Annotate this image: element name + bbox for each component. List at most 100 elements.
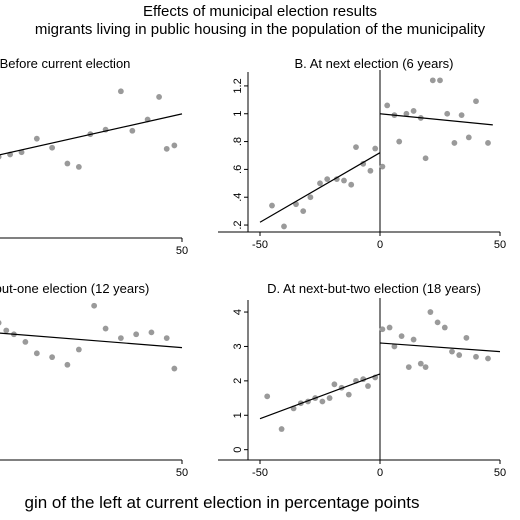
panel-4-point [422, 364, 429, 370]
panel-2-point [353, 144, 359, 151]
panel-3-point [102, 325, 109, 332]
panel-2: B. At next election (6 years) -50 0 50 .2 .4.… [218, 56, 506, 251]
panel-2-point [473, 98, 479, 105]
panel-2-point [429, 77, 436, 84]
panel-1-point [33, 135, 40, 142]
panel-4-x-tick-label: 50 [494, 467, 506, 479]
panel-4-y-tick-label: 0 [232, 447, 244, 453]
panel-3-fit-right [0, 332, 183, 349]
panel-2-point [300, 208, 307, 215]
panel-4-point [434, 319, 441, 326]
panel-2-point [403, 110, 410, 117]
panel-2-point [317, 180, 323, 187]
panel-1-point [64, 160, 71, 167]
x-axis-label: gin of the left at current election in p… [24, 493, 419, 512]
panel-4-fit-left [259, 373, 381, 420]
panel-2-y-tick-label: 1.2 [232, 78, 244, 93]
panel-2-point [367, 167, 374, 174]
panel-2-point [437, 77, 443, 84]
panel-2-point [372, 145, 379, 152]
panel-4-point [463, 334, 470, 341]
panel-4-point [473, 353, 479, 360]
panel-3-title: t-but-one election (12 years) [0, 281, 149, 296]
panel-1-fit-right [0, 113, 183, 156]
panel-3-point [117, 335, 124, 341]
panel-2-x-tick-label: 50 [494, 239, 506, 251]
panel-2-point [444, 110, 451, 117]
panel-3-point [64, 361, 71, 368]
panel-1-point [117, 88, 124, 95]
panel-4-point [449, 348, 455, 355]
panel-4-point [391, 343, 398, 350]
panel-2-point [422, 155, 429, 162]
panel-3-point [75, 346, 82, 353]
panel-4-point [405, 364, 412, 370]
chart-panels: Before current election050B. At next ele… [0, 56, 506, 479]
panel-4-y-tick-label: 1 [232, 412, 244, 418]
panel-3-point [33, 350, 40, 357]
panel-2-point [451, 140, 458, 146]
panel-2-point [324, 176, 331, 183]
figure-title: Effects of municipal election results [143, 3, 377, 20]
panel-1-x-tick-label: 50 [176, 245, 188, 257]
panel-2-point [465, 134, 472, 141]
panel-2-point [281, 223, 287, 230]
panel-4-point [264, 393, 271, 400]
panel-4-y-tick-label: 3 [232, 343, 244, 349]
panel-4-point [417, 360, 424, 367]
panel-3-point [3, 327, 10, 334]
panel-2-y-tick-label: .6 [232, 165, 244, 174]
panel-2-point [269, 202, 275, 209]
panel-2-y-tick-label: .4 [232, 193, 244, 202]
panel-2-title: B. At next election (6 years) [295, 56, 454, 71]
panel-2-point [333, 176, 340, 183]
panel-2-point [396, 138, 403, 145]
panel-4-y-tick-label: 2 [232, 378, 244, 384]
panel-1-point [49, 144, 56, 151]
panel-1-point [163, 145, 170, 152]
panel-2-point [410, 108, 417, 114]
panel-4-point [456, 352, 463, 358]
panel-4-point [410, 336, 417, 343]
panel-2-point [307, 194, 314, 201]
panel-3-point [163, 335, 170, 341]
panel-2-y-tick-label: .2 [232, 220, 244, 229]
panel-2-fit-left [259, 152, 381, 223]
panel-2-point [384, 102, 391, 109]
panel-1-point [75, 164, 82, 170]
panel-2-point [341, 177, 347, 184]
panel-4-point [485, 355, 491, 362]
panel-3-x-tick-label: 50 [176, 467, 188, 479]
panel-2-fit-right [379, 113, 493, 126]
panel-1: Before current election050 [0, 56, 188, 257]
panel-4-point [331, 381, 338, 388]
panel-1-point [171, 142, 178, 149]
figure-subtitle: migrants living in public housing in the… [35, 21, 486, 38]
panel-4-point [365, 383, 371, 389]
panel-3-point [171, 365, 178, 372]
panel-2-y-tick-label: 1 [232, 111, 244, 117]
panel-3-point [91, 302, 98, 309]
panel-4-x-tick-label: -50 [252, 467, 268, 479]
panel-4-point [427, 309, 434, 315]
panel-4-point [386, 324, 393, 331]
panel-3-point [49, 354, 56, 361]
panel-2-point [485, 140, 491, 146]
panel-4-point [398, 333, 405, 340]
panel-2-point [348, 181, 355, 188]
panel-2-point [379, 163, 386, 170]
panel-4: D. At next-but-two election (18 years) -5… [218, 281, 506, 479]
panel-3-point [22, 339, 29, 345]
panel-4-fit-right [379, 342, 501, 353]
panel-2-point [458, 112, 465, 119]
panel-4-title: D. At next-but-two election (18 years) [267, 281, 481, 296]
panel-3-point [148, 329, 155, 336]
panel-2-x-tick-label: 0 [377, 239, 383, 251]
panel-2-x-tick-label: -50 [252, 239, 268, 251]
panel-4-point [441, 324, 448, 331]
panel-4-point [319, 398, 326, 405]
panel-1-point [0, 154, 2, 160]
panel-4-y-tick-label: 4 [232, 309, 244, 315]
panel-3-point [133, 331, 140, 338]
